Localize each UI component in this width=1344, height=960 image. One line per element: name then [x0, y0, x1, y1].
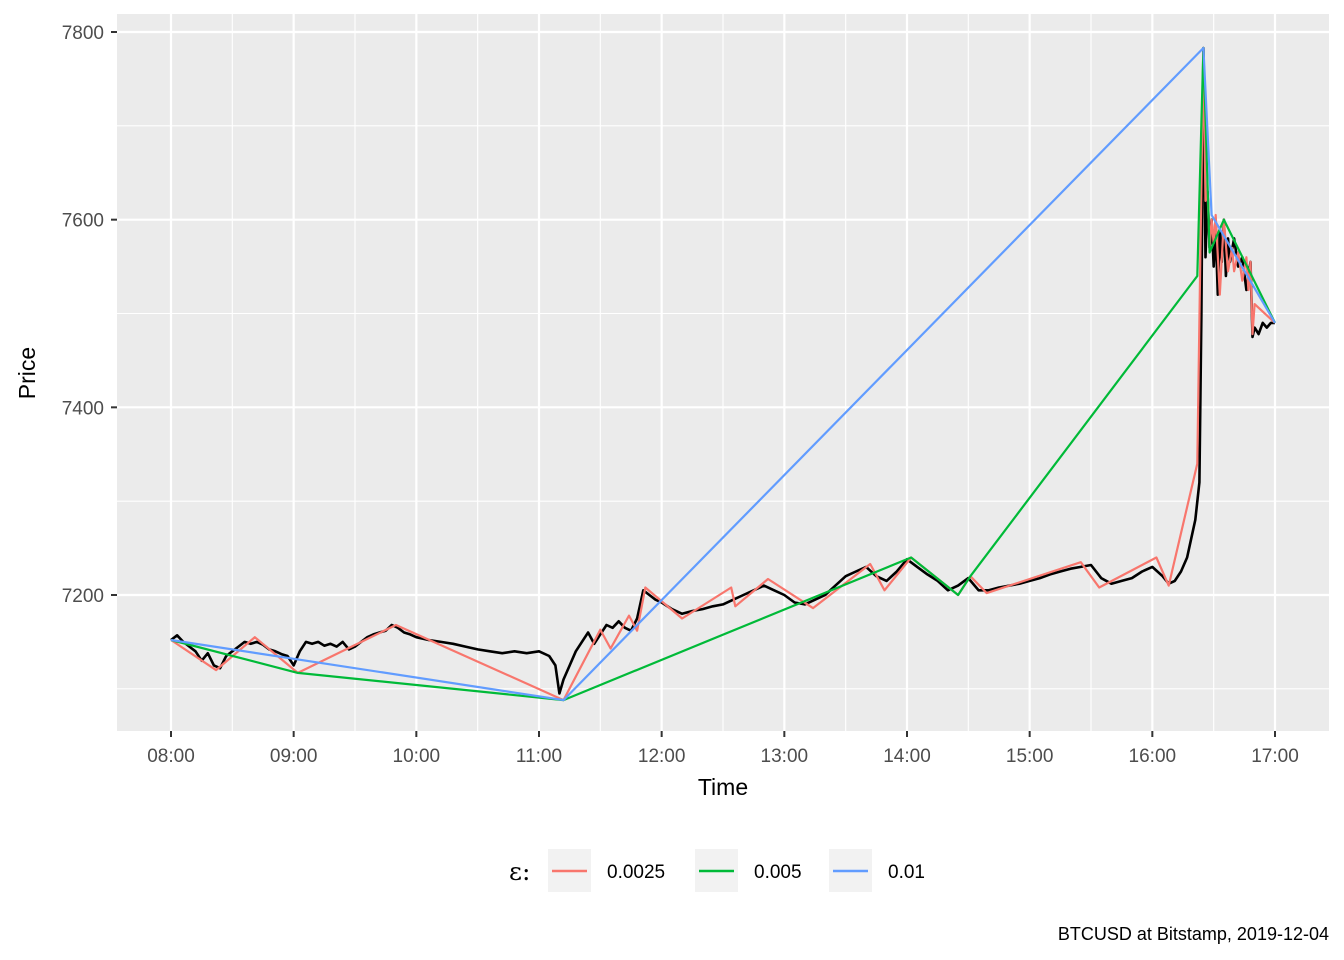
- x-tick-label: 09:00: [270, 746, 318, 767]
- series-layer: [170, 46, 1276, 702]
- x-tick-label: 17:00: [1251, 746, 1299, 767]
- x-tick-label: 08:00: [147, 746, 195, 767]
- y-axis: 7200 7400 7600 7800: [62, 23, 117, 607]
- caption: BTCUSD at Bitstamp, 2019-12-04: [1058, 924, 1329, 944]
- y-tick-label: 7600: [62, 211, 104, 232]
- legend-item-0.0025: 0.0025: [548, 849, 665, 892]
- x-tick-label: 15:00: [1006, 746, 1054, 767]
- x-tick-label: 14:00: [883, 746, 931, 767]
- legend-item-0.01: 0.01: [829, 849, 925, 892]
- legend-title: ε:: [509, 857, 530, 886]
- legend-item-0.005: 0.005: [695, 849, 802, 892]
- x-tick-label: 16:00: [1129, 746, 1177, 767]
- series-line-0.01: [170, 46, 1276, 702]
- series-line-0.005: [170, 46, 1276, 702]
- y-tick-label: 7200: [62, 586, 104, 607]
- legend-label: 0.01: [888, 862, 925, 883]
- x-axis: 08:00 09:00 10:00 11:00 12:00 13:00 14:00 15:00…: [147, 731, 1299, 767]
- major-gridlines: [117, 14, 1329, 731]
- legend-label: 0.005: [754, 862, 802, 883]
- x-tick-label: 13:00: [761, 746, 809, 767]
- x-tick-label: 11:00: [516, 746, 562, 767]
- x-tick-label: 12:00: [638, 746, 686, 767]
- y-axis-title: Price: [14, 347, 40, 399]
- legend-label: 0.0025: [607, 862, 665, 883]
- x-tick-label: 10:00: [393, 746, 441, 767]
- series-line-0.0025: [170, 46, 1276, 702]
- y-tick-label: 7800: [62, 23, 104, 44]
- y-tick-label: 7400: [62, 398, 104, 419]
- minor-gridlines: [117, 14, 1329, 731]
- x-axis-title: Time: [698, 774, 748, 800]
- legend: ε: 0.0025 0.005 0.01: [509, 849, 925, 892]
